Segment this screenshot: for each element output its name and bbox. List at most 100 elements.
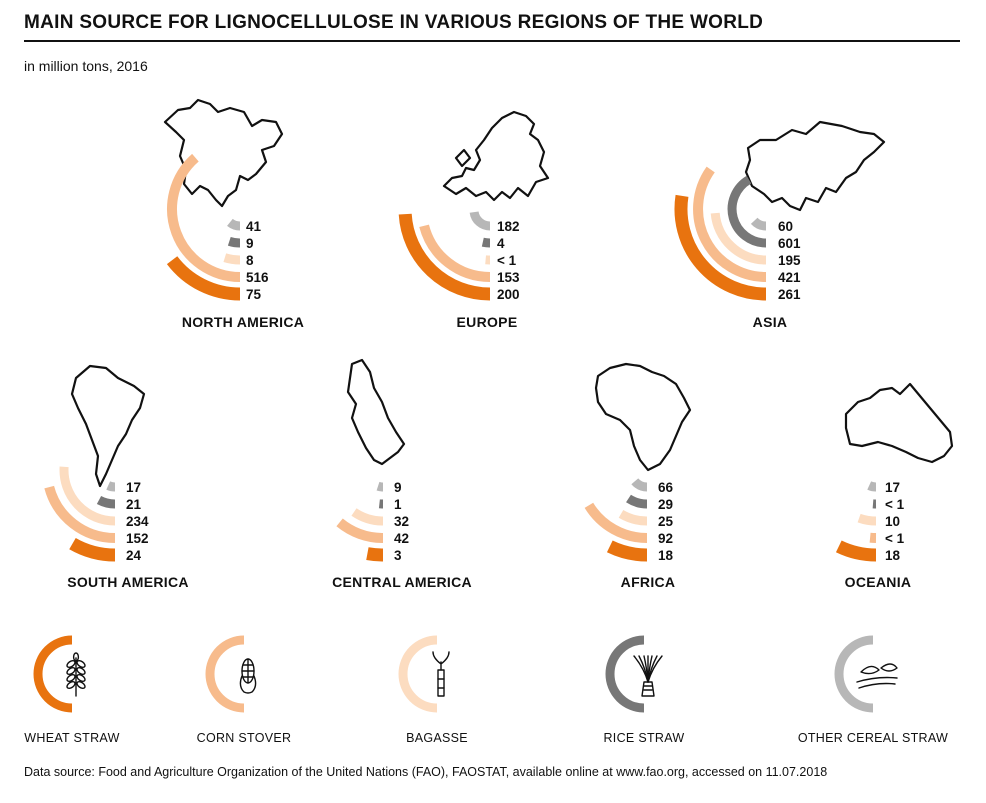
legend-label-wheat-straw: WHEAT STRAW xyxy=(24,731,119,745)
value-label-central-america-corn-stover: 42 xyxy=(394,531,409,546)
legend-item-corn-stover: CORN STOVER xyxy=(197,635,292,745)
value-label-north-america-other-cereal-straw: 41 xyxy=(246,219,262,234)
region-oceania: 17 < 1 10 < 1 18 OCEANIA xyxy=(835,480,912,590)
arc-central-america-bagasse xyxy=(351,508,384,526)
north-america-map xyxy=(163,98,284,208)
value-label-oceania-bagasse: 10 xyxy=(885,514,900,529)
value-label-oceania-other-cereal-straw: 17 xyxy=(885,480,900,495)
arc-africa-rice-straw xyxy=(626,494,648,509)
arc-asia-corn-stover xyxy=(693,166,767,282)
value-label-central-america-bagasse: 32 xyxy=(394,514,409,529)
arc-central-america-other-cereal-straw xyxy=(376,481,384,492)
central-america-map xyxy=(346,358,406,466)
wheat-icon xyxy=(66,652,86,697)
value-label-central-america-wheat-straw: 3 xyxy=(394,548,402,563)
africa-map xyxy=(594,362,692,472)
value-label-asia-corn-stover: 421 xyxy=(778,270,801,285)
value-label-north-america-bagasse: 8 xyxy=(246,253,254,268)
corn-icon xyxy=(239,658,257,694)
region-south-america: 17 21 234 152 24 SOUTH AMERICA xyxy=(44,466,189,590)
legend-item-other-cereal-straw: OTHER CEREAL STRAW xyxy=(798,635,948,745)
asia-map xyxy=(744,120,886,212)
region-name-north-america: NORTH AMERICA xyxy=(182,314,304,330)
value-label-europe-bagasse: < 1 xyxy=(497,253,517,268)
value-label-asia-wheat-straw: 261 xyxy=(778,287,801,302)
arc-north-america-bagasse xyxy=(223,253,241,265)
legend: WHEAT STRAW CORN STOVER BAGASSE RICE STRAW O… xyxy=(24,635,948,745)
value-label-south-america-other-cereal-straw: 17 xyxy=(126,480,141,495)
arc-south-america-corn-stover xyxy=(44,485,116,543)
region-north-america: 41 9 8 516 75 NORTH AMERICA xyxy=(166,153,304,330)
arc-south-america-rice-straw xyxy=(96,495,116,509)
legend-arc-other-cereal-straw xyxy=(834,635,874,713)
arc-africa-corn-stover xyxy=(584,502,648,543)
region-name-asia: ASIA xyxy=(753,314,788,330)
value-label-europe-wheat-straw: 200 xyxy=(497,287,520,302)
data-source: Data source: Food and Agriculture Organi… xyxy=(24,765,828,779)
value-label-central-america-rice-straw: 1 xyxy=(394,497,402,512)
legend-label-other-cereal-straw: OTHER CEREAL STRAW xyxy=(798,731,948,745)
arc-oceania-wheat-straw xyxy=(835,540,877,562)
arc-asia-rice-straw xyxy=(727,175,767,248)
arc-europe-rice-straw xyxy=(481,237,491,248)
arc-asia-bagasse xyxy=(710,212,767,265)
region-name-central-america: CENTRAL AMERICA xyxy=(332,574,472,590)
legend-arc-corn-stover xyxy=(205,635,245,713)
europe-map xyxy=(442,110,550,202)
arc-oceania-bagasse xyxy=(857,513,877,526)
oceania-map xyxy=(844,382,954,464)
region-name-oceania: OCEANIA xyxy=(845,574,912,590)
arc-africa-bagasse xyxy=(618,509,648,526)
value-label-north-america-corn-stover: 516 xyxy=(246,270,269,285)
value-label-south-america-corn-stover: 152 xyxy=(126,531,149,546)
sugarcane-icon xyxy=(432,651,450,697)
value-label-central-america-other-cereal-straw: 9 xyxy=(394,480,402,495)
legend-label-rice-straw: RICE STRAW xyxy=(603,731,684,745)
value-label-europe-rice-straw: 4 xyxy=(497,236,505,251)
arc-oceania-other-cereal-straw xyxy=(867,481,877,492)
arc-north-america-wheat-straw xyxy=(166,256,241,301)
arc-asia-other-cereal-straw xyxy=(750,217,767,231)
value-label-oceania-corn-stover: < 1 xyxy=(885,531,905,546)
value-label-asia-rice-straw: 601 xyxy=(778,236,801,251)
value-label-south-america-wheat-straw: 24 xyxy=(126,548,142,563)
region-name-europe: EUROPE xyxy=(457,314,518,330)
value-label-south-america-rice-straw: 21 xyxy=(126,497,142,512)
region-maps xyxy=(70,98,954,488)
value-label-europe-other-cereal-straw: 182 xyxy=(497,219,520,234)
value-label-north-america-rice-straw: 9 xyxy=(246,236,254,251)
legend-label-corn-stover: CORN STOVER xyxy=(197,731,292,745)
region-name-africa: AFRICA xyxy=(621,574,676,590)
value-label-africa-bagasse: 25 xyxy=(658,514,674,529)
arc-europe-other-cereal-straw xyxy=(469,211,491,231)
chart-subtitle: in million tons, 2016 xyxy=(24,58,148,74)
value-label-oceania-wheat-straw: 18 xyxy=(885,548,901,563)
legend-arc-bagasse xyxy=(398,635,438,713)
region-central-america: 9 1 32 42 3 CENTRAL AMERICA xyxy=(332,480,472,590)
region-europe: 182 4 < 1 153 200 EUROPE xyxy=(398,211,520,330)
title-rule xyxy=(24,40,960,42)
legend-item-wheat-straw: WHEAT STRAW xyxy=(24,635,119,745)
arc-asia-wheat-straw xyxy=(674,194,767,301)
value-label-africa-other-cereal-straw: 66 xyxy=(658,480,674,495)
arc-south-america-bagasse xyxy=(59,466,116,526)
arc-south-america-other-cereal-straw xyxy=(106,481,116,492)
arc-central-america-wheat-straw xyxy=(366,547,384,562)
value-label-asia-other-cereal-straw: 60 xyxy=(778,219,793,234)
value-label-africa-corn-stover: 92 xyxy=(658,531,673,546)
value-label-north-america-wheat-straw: 75 xyxy=(246,287,262,302)
arc-europe-corn-stover xyxy=(419,224,491,282)
value-label-south-america-bagasse: 234 xyxy=(126,514,149,529)
arc-north-america-other-cereal-straw xyxy=(227,218,241,231)
arc-central-america-corn-stover xyxy=(336,518,384,544)
region-asia: 60 601 195 421 261 ASIA xyxy=(674,166,801,330)
value-label-asia-bagasse: 195 xyxy=(778,253,801,268)
legend-item-bagasse: BAGASSE xyxy=(398,635,468,745)
legend-item-rice-straw: RICE STRAW xyxy=(603,635,684,745)
value-label-africa-wheat-straw: 18 xyxy=(658,548,674,563)
arc-south-america-wheat-straw xyxy=(69,537,116,562)
chart-title: MAIN SOURCE FOR LIGNOCELLULOSE IN VARIOU… xyxy=(24,12,764,33)
region-name-south-america: SOUTH AMERICA xyxy=(67,574,189,590)
